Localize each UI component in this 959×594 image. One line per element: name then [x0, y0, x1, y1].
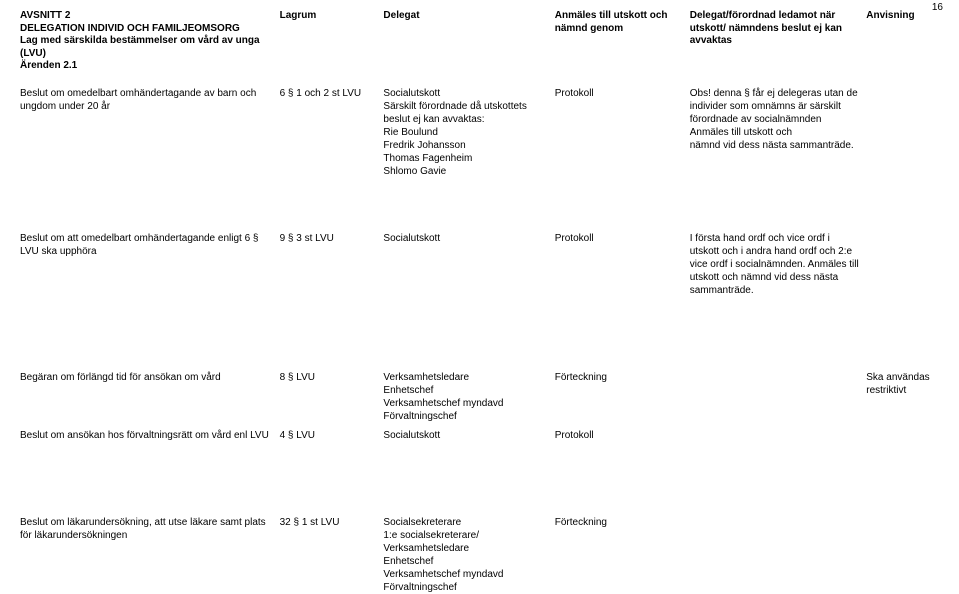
column-headers: AVSNITT 2DELEGATION INDIVID OCH FAMILJEO… — [20, 10, 939, 73]
cell-del2 — [690, 429, 867, 442]
table-row: Begäran om förlängd tid för ansökan om v… — [20, 371, 939, 423]
table-row: Beslut om läkarundersökning, att utse lä… — [20, 516, 939, 594]
cell-anv — [866, 87, 939, 178]
page-number: 16 — [932, 2, 943, 13]
cell-anv — [866, 232, 939, 297]
hdr-anmales: Anmäles till utskott och nämnd genom — [555, 10, 690, 73]
cell-anmales: Förteckning — [555, 516, 690, 594]
table-row: Beslut om omedelbart omhändertagande av … — [20, 87, 939, 178]
hdr-anv: Anvisning — [866, 10, 939, 73]
cell-delegat: SocialutskottSärskilt förordnade då utsk… — [383, 87, 554, 178]
cell-anmales: Förteckning — [555, 371, 690, 423]
cell-delegat: Socialutskott — [383, 429, 554, 442]
cell-del2 — [690, 516, 867, 594]
cell-del2: I första hand ordf och vice ordf i utsko… — [690, 232, 867, 297]
cell-del2 — [690, 371, 867, 423]
cell-delegat: Socialutskott — [383, 232, 554, 297]
cell-anmales: Protokoll — [555, 429, 690, 442]
cell-del2: Obs! denna § får ej delegeras utan de in… — [690, 87, 867, 178]
cell-arende: Beslut om att omedelbart omhändertagande… — [20, 232, 280, 297]
cell-lagrum: 4 § LVU — [280, 429, 384, 442]
hdr-lagrum: Lagrum — [280, 10, 384, 73]
hdr-del2: Delegat/förordnad ledamot när utskott/ n… — [690, 10, 867, 73]
cell-anv: Ska användas restriktivt — [866, 371, 939, 423]
cell-lagrum: 6 § 1 och 2 st LVU — [280, 87, 384, 178]
cell-arende: Begäran om förlängd tid för ansökan om v… — [20, 371, 280, 423]
cell-delegat: VerksamhetsledareEnhetschefVerksamhetsch… — [383, 371, 554, 423]
cell-arende: Beslut om ansökan hos förvaltningsrätt o… — [20, 429, 280, 442]
hdr-delegat: Delegat — [383, 10, 554, 73]
cell-arende: Beslut om läkarundersökning, att utse lä… — [20, 516, 280, 594]
cell-anv — [866, 429, 939, 442]
cell-lagrum: 32 § 1 st LVU — [280, 516, 384, 594]
table-row: Beslut om att omedelbart omhändertagande… — [20, 232, 939, 297]
cell-lagrum: 9 § 3 st LVU — [280, 232, 384, 297]
cell-anmales: Protokoll — [555, 232, 690, 297]
hdr-arende: AVSNITT 2DELEGATION INDIVID OCH FAMILJEO… — [20, 10, 280, 73]
cell-arende: Beslut om omedelbart omhändertagande av … — [20, 87, 280, 178]
cell-delegat: Socialsekreterare1:e socialsekreterare/V… — [383, 516, 554, 594]
cell-anmales: Protokoll — [555, 87, 690, 178]
cell-anv — [866, 516, 939, 594]
table-row: Beslut om ansökan hos förvaltningsrätt o… — [20, 429, 939, 442]
cell-lagrum: 8 § LVU — [280, 371, 384, 423]
